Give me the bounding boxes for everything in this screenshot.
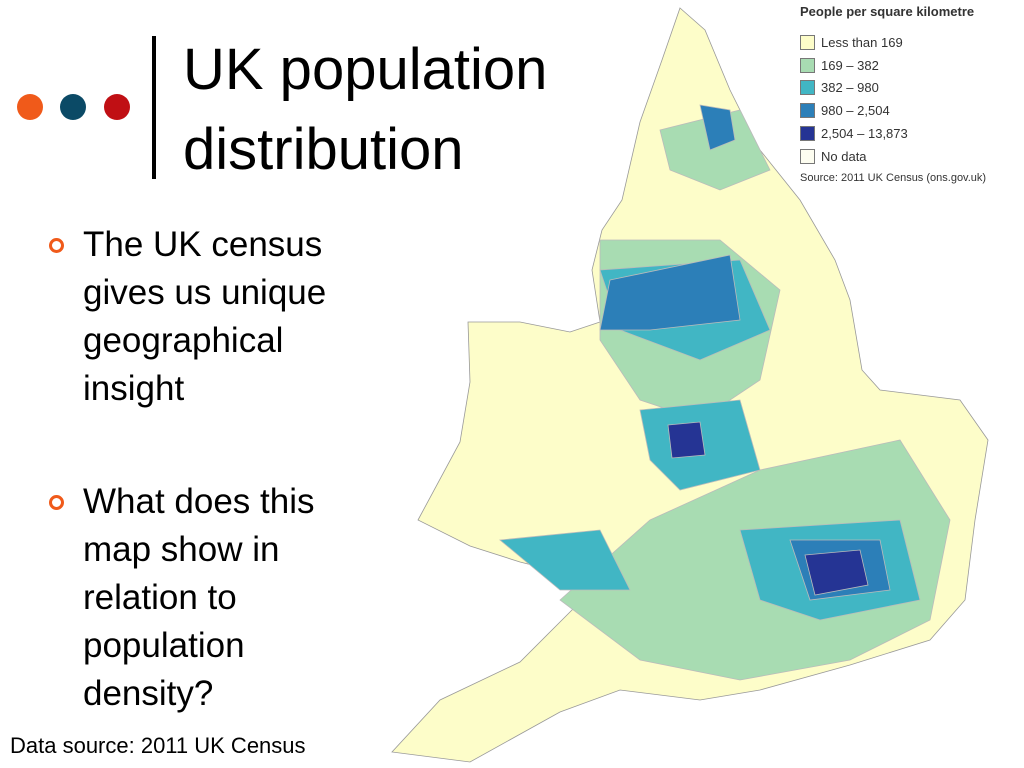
legend-title: People per square kilometre — [800, 4, 975, 19]
legend-label: 169 – 382 — [821, 57, 879, 73]
legend-label: 980 – 2,504 — [821, 103, 890, 119]
bullet-icon — [49, 238, 64, 253]
legend-label: 382 – 980 — [821, 80, 879, 96]
footer: Data source: 2011 UK Census — [10, 733, 306, 758]
region-dense — [804, 549, 869, 596]
region-very-high — [599, 254, 741, 331]
region-dense — [667, 421, 706, 459]
region-very-high — [699, 104, 736, 151]
map — [391, 7, 989, 763]
legend-source: Source: 2011 UK Census (ons.gov.uk) — [800, 171, 987, 184]
title: UK population — [183, 37, 548, 102]
legend-item: 382 – 980 — [800, 77, 986, 100]
legend-swatch — [800, 57, 815, 73]
decor-dot — [17, 94, 43, 120]
legend-items: Less than 169 169 – 382 382 – 980 980 – 2,5… — [800, 31, 986, 168]
bullet-text: What does this map show in relation to p… — [83, 482, 315, 713]
title: distribution — [183, 117, 464, 182]
divider — [152, 36, 156, 179]
bullet-icon — [49, 495, 64, 510]
legend-item: Less than 169 — [800, 31, 986, 54]
legend-swatch — [800, 148, 815, 164]
legend-swatch — [800, 103, 815, 119]
legend-swatch — [800, 126, 815, 142]
legend-item: 980 – 2,504 — [800, 99, 986, 122]
decor-dot — [104, 94, 130, 120]
bullet-text: The UK census gives us unique geographic… — [83, 225, 327, 408]
legend-item: 2,504 – 13,873 — [800, 122, 986, 145]
legend-label: No data — [821, 148, 867, 164]
region-high — [499, 529, 631, 591]
legend-swatch — [800, 34, 815, 50]
legend: People per square kilometre Less than 16… — [800, 4, 986, 184]
decor-dot — [60, 94, 86, 120]
legend-label: Less than 169 — [821, 34, 903, 50]
legend-item: 169 – 382 — [800, 54, 986, 77]
legend-swatch — [800, 80, 815, 96]
legend-label: 2,504 – 13,873 — [821, 126, 908, 142]
legend-item: No data — [800, 145, 986, 168]
